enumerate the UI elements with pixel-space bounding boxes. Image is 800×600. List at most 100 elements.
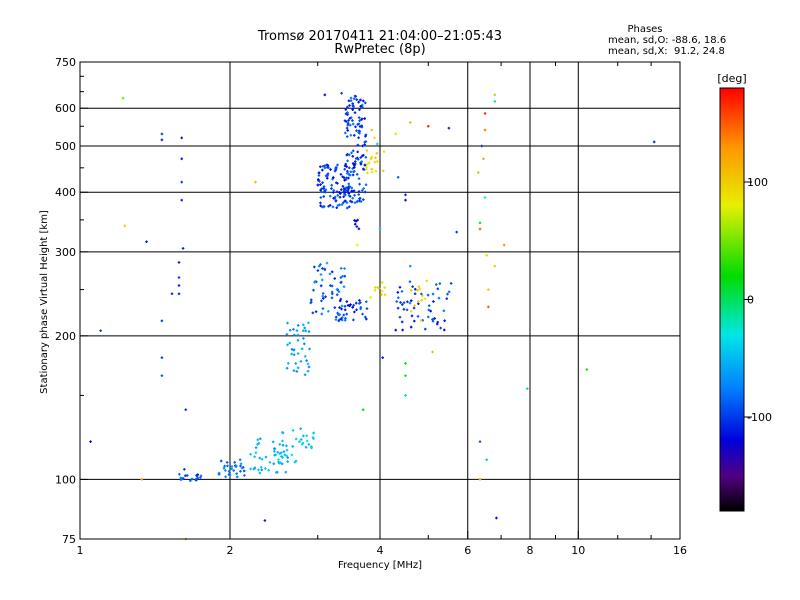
data-point [347,119,350,122]
data-point [286,456,290,459]
data-point [363,143,367,146]
data-point [258,437,262,441]
data-point [184,474,187,478]
data-point [296,324,300,327]
data-point [312,431,315,435]
data-point [121,96,125,100]
data-point [257,441,261,445]
data-point [482,157,485,161]
data-point [274,471,278,474]
data-point [308,347,311,351]
data-point [357,302,361,305]
colorbar-tick-label: 0 [747,294,754,307]
data-point [89,440,92,443]
data-point [316,183,320,187]
data-point [352,166,356,169]
data-point [323,166,327,170]
data-point [140,478,144,481]
data-point [432,300,435,303]
data-point [345,201,349,204]
data-point [336,194,340,197]
data-point [343,164,347,168]
data-point [302,337,305,340]
data-point [314,310,318,313]
data-point [360,117,364,121]
data-point [350,186,354,190]
data-point [253,466,257,470]
data-point [330,187,333,190]
data-point [370,167,374,171]
data-point [224,469,227,472]
data-point [299,360,303,363]
data-point [345,312,349,316]
data-point [177,292,181,296]
data-point [343,308,347,312]
y-tick-label: 750 [55,56,76,69]
data-point [341,175,344,179]
data-point [493,93,497,97]
data-point [290,347,294,351]
data-point [319,188,322,192]
data-point [354,219,358,223]
data-point [404,362,407,365]
data-point [307,330,311,333]
data-point [346,129,350,132]
data-point [362,198,365,201]
data-point [357,177,361,180]
data-point [290,352,293,356]
data-point [363,140,367,144]
data-point [335,288,339,291]
data-point [263,519,267,522]
data-point [416,300,420,303]
data-point [380,281,384,284]
data-point [336,163,339,167]
data-point [328,272,332,276]
data-point [199,476,202,479]
data-point [295,329,299,332]
data-point [335,190,339,194]
data-point [348,173,352,177]
data-point [436,320,440,324]
data-point [235,475,239,479]
data-point [331,205,335,209]
data-point [338,306,341,309]
data-point [320,299,323,303]
data-point [349,170,353,174]
data-point [411,285,414,288]
data-point [340,307,343,311]
data-point [307,443,311,446]
data-point [359,104,363,108]
data-point [425,279,429,283]
data-point [339,317,343,321]
data-point [184,408,188,412]
data-point [408,121,412,124]
data-point [322,185,326,188]
data-point [227,473,231,476]
data-point [330,270,334,274]
data-point [309,301,313,305]
data-point [364,134,367,138]
data-point [329,284,332,287]
data-point [344,162,348,166]
data-point [337,290,341,293]
data-point [427,304,431,307]
data-point [300,443,304,446]
data-point [307,321,310,325]
data-point [378,227,382,231]
data-point [316,178,320,181]
data-point [373,136,376,140]
data-point [339,267,343,270]
data-point [273,447,276,450]
data-point [404,394,407,397]
data-point [224,475,227,479]
data-point [410,314,414,318]
data-point [351,173,355,177]
data-point [354,95,357,98]
data-point [260,457,264,461]
data-point [309,298,313,302]
data-point [334,166,338,169]
data-point [290,453,294,457]
data-point [374,286,377,289]
data-point [233,461,237,464]
data-point [362,187,365,190]
